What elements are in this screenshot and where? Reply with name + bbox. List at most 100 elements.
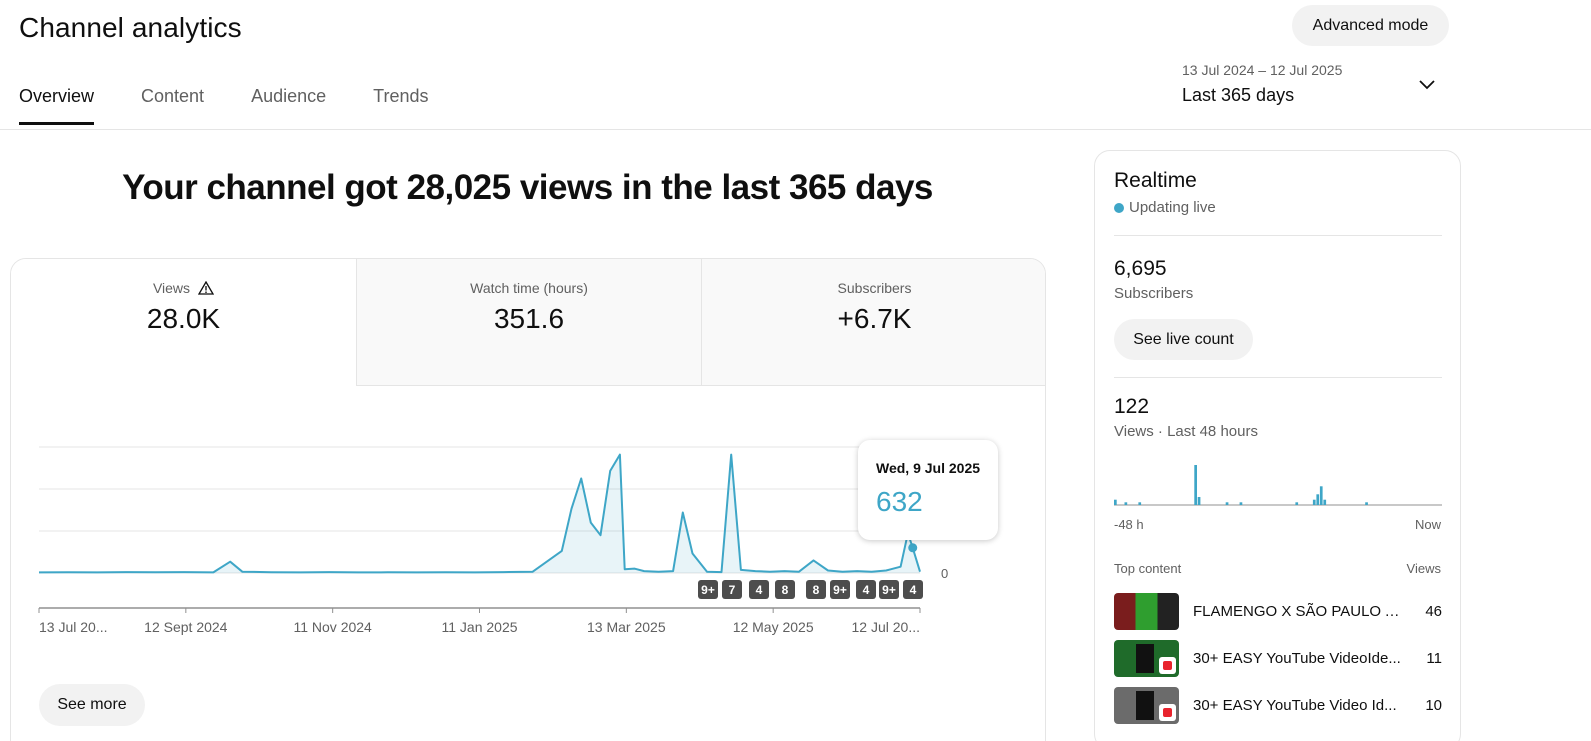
spark-bar xyxy=(1365,502,1368,505)
x-tick-label: 12 May 2025 xyxy=(733,619,814,635)
divider xyxy=(1114,377,1442,378)
metric-label: Watch time (hours) xyxy=(470,280,588,296)
upload-marker xyxy=(879,580,899,599)
see-more-button[interactable]: See more xyxy=(39,684,145,726)
chevron-down-icon xyxy=(1419,80,1435,90)
spark-bar xyxy=(1295,502,1299,505)
x-tick-label: 11 Nov 2024 xyxy=(293,619,372,635)
realtime-views-label: Views · Last 48 hours xyxy=(1114,423,1258,440)
spark-bar xyxy=(1138,502,1142,505)
divider xyxy=(1114,235,1442,236)
upload-marker xyxy=(856,580,876,599)
spark-axis-start: -48 h xyxy=(1114,517,1144,532)
spark-bar xyxy=(1114,499,1117,505)
upload-marker xyxy=(806,580,826,599)
x-tick-label: 12 Sept 2024 xyxy=(144,619,228,635)
video-title: 30+ EASY YouTube VideoIde... xyxy=(1193,649,1401,667)
metric-tab-watch-time[interactable]: Watch time (hours) 351.6 xyxy=(356,259,701,386)
upload-marker-label: 4 xyxy=(756,583,763,597)
views-headline: Your channel got 28,025 views in the las… xyxy=(122,168,933,207)
advanced-mode-button[interactable]: Advanced mode xyxy=(1292,5,1449,46)
upload-marker xyxy=(775,580,795,599)
video-title: 30+ EASY YouTube Video Id... xyxy=(1193,696,1397,714)
video-thumbnail xyxy=(1114,686,1179,724)
upload-marker-label: 8 xyxy=(782,583,789,597)
x-tick-label: 12 Jul 20... xyxy=(852,619,921,635)
metric-value: 28.0K xyxy=(146,303,221,334)
y-tick-label: 0 xyxy=(941,566,948,581)
tabs-divider xyxy=(0,129,1591,130)
metric-value: +6.7K xyxy=(837,303,912,334)
realtime-views-count: 122 xyxy=(1114,395,1150,418)
top-content-row[interactable]: FLAMENGO X SÃO PAULO A... 46 xyxy=(1114,591,1442,631)
date-range-picker[interactable]: 13 Jul 2024 – 12 Jul 2025 Last 365 days xyxy=(1182,62,1444,112)
top-content-heading: Top content xyxy=(1114,561,1182,576)
spark-axis-end: Now xyxy=(1414,517,1441,532)
tab-audience[interactable]: Audience xyxy=(251,86,327,106)
metric-tab-views[interactable]: Views 28.0K xyxy=(11,259,356,386)
upload-marker xyxy=(749,580,769,599)
spark-bar xyxy=(1316,494,1320,505)
realtime-title: Realtime xyxy=(1114,169,1197,192)
realtime-card: Realtime Updating live 6,695 Subscribers… xyxy=(1094,150,1461,741)
video-views: 11 xyxy=(1426,649,1442,667)
tab-trends[interactable]: Trends xyxy=(373,86,429,106)
upload-marker-label: 4 xyxy=(863,583,870,597)
upload-marker xyxy=(698,580,718,599)
metric-label: Subscribers xyxy=(837,280,912,296)
views-area xyxy=(39,454,920,573)
spark-bar xyxy=(1225,502,1229,505)
video-views: 46 xyxy=(1425,602,1442,620)
video-title: FLAMENGO X SÃO PAULO A... xyxy=(1193,602,1403,620)
metric-value: 351.6 xyxy=(493,303,565,334)
upload-marker-label: 9+ xyxy=(882,583,896,597)
x-tick-label: 13 Mar 2025 xyxy=(587,619,666,635)
metric-label: Views xyxy=(152,280,191,296)
highlight-point xyxy=(908,543,918,553)
tab-content[interactable]: Content xyxy=(141,86,205,106)
top-content-row[interactable]: 30+ EASY YouTube Video Id... 10 xyxy=(1114,685,1442,725)
upload-marker-label: 9+ xyxy=(833,583,847,597)
subscribers-label: Subscribers xyxy=(1114,285,1194,302)
live-label: Updating live xyxy=(1129,199,1216,216)
upload-marker xyxy=(830,580,850,599)
tooltip-value: 632 xyxy=(876,486,923,517)
spark-bar xyxy=(1319,486,1323,505)
video-thumbnail xyxy=(1114,639,1179,677)
spark-bar xyxy=(1194,465,1197,505)
top-content-row[interactable]: 30+ EASY YouTube VideoIde... 11 xyxy=(1114,638,1442,678)
upload-marker xyxy=(722,580,742,599)
page-title: Channel analytics xyxy=(19,12,242,43)
tab-overview[interactable]: Overview xyxy=(19,86,95,125)
upload-marker-label: 7 xyxy=(729,583,736,597)
date-range-text: 13 Jul 2024 – 12 Jul 2025 xyxy=(1182,62,1343,78)
warning-icon xyxy=(198,281,215,295)
spark-bar xyxy=(1323,499,1327,505)
video-views: 10 xyxy=(1425,696,1442,714)
top-content-views-heading: Views xyxy=(1406,561,1441,576)
metric-label-wrap: Views xyxy=(11,280,356,296)
spark-bar xyxy=(1239,502,1243,505)
views-line xyxy=(38,453,921,574)
realtime-views-bars xyxy=(1114,465,1442,506)
upload-marker-label: 8 xyxy=(813,583,820,597)
tooltip-date: Wed, 9 Jul 2025 xyxy=(876,460,981,476)
live-dot-icon xyxy=(1114,202,1124,213)
x-tick-label: 11 Jan 2025 xyxy=(441,619,517,635)
upload-marker xyxy=(903,580,923,599)
spark-bar xyxy=(1312,499,1316,505)
upload-marker-label: 9+ xyxy=(701,583,715,597)
metric-tab-subscribers[interactable]: Subscribers +6.7K xyxy=(701,259,1045,386)
subscribers-count: 6,695 xyxy=(1114,257,1167,280)
x-tick-label: 13 Jul 20... xyxy=(39,619,108,635)
live-indicator: Updating live xyxy=(1114,199,1216,216)
video-thumbnail xyxy=(1114,592,1179,630)
date-range-label: Last 365 days xyxy=(1182,85,1295,105)
spark-bar xyxy=(1124,502,1128,505)
chart-tooltip: Wed, 9 Jul 2025 632 xyxy=(858,440,998,540)
upload-marker-label: 4 xyxy=(910,583,917,597)
spark-bar xyxy=(1197,497,1201,505)
tab-bar: Overview Content Audience Trends xyxy=(19,86,475,125)
see-live-count-button[interactable]: See live count xyxy=(1114,319,1253,360)
